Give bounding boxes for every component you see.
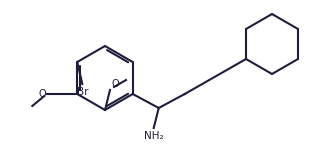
Text: NH₂: NH₂ bbox=[144, 131, 164, 141]
Text: Br: Br bbox=[77, 87, 88, 97]
Text: O: O bbox=[39, 89, 46, 99]
Text: O: O bbox=[111, 79, 119, 89]
